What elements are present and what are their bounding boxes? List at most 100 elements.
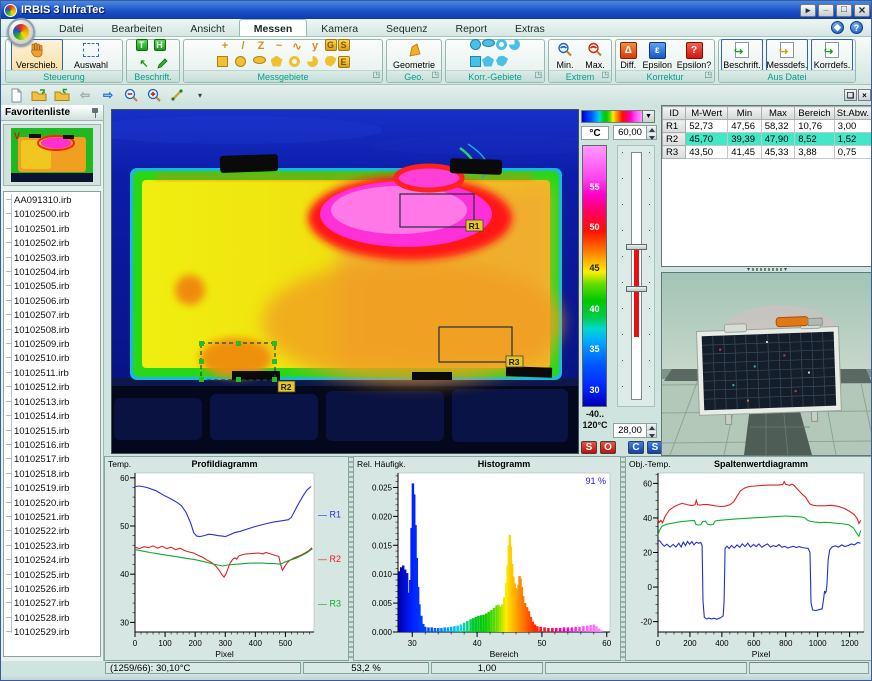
text-annotation-icon[interactable]: T [136,39,148,51]
palette-dropdown[interactable]: ▼ [581,110,655,123]
korr-pie-icon[interactable] [509,39,520,50]
file-item[interactable]: 10102515.irb [6,425,100,439]
file-item[interactable]: 10102504.irb [6,266,100,280]
file-item[interactable]: 10102522.irb [6,525,100,539]
pie-roi-icon[interactable] [307,56,318,67]
polyline-roi-icon[interactable]: Z [253,39,270,54]
global-roi-icon[interactable]: G [325,39,337,51]
doc-restore-icon[interactable]: ❑ [844,89,857,101]
file-item[interactable]: 10102502.irb [6,237,100,251]
line-roi-icon[interactable]: / [235,39,252,54]
scale-min-input[interactable] [614,424,646,437]
file-item[interactable]: 10102525.irb [6,569,100,583]
korrdefs-button[interactable]: ↪ Korrdefs. [811,39,853,71]
open-file-icon[interactable] [30,87,48,103]
file-item[interactable]: 10102528.irb [6,612,100,626]
table-row[interactable]: R152,7347,56 58,3210,763,00 [663,120,872,133]
visible-camera-view[interactable] [661,272,872,456]
polygon-roi-icon[interactable] [271,56,283,67]
dropdown-caret-icon[interactable]: ▾ [191,87,209,103]
slider-upper-handle[interactable] [626,244,647,250]
messdefs-button[interactable]: ↪ Messdefs. [766,39,808,71]
rect-roi-icon[interactable] [217,56,228,67]
geometrie-button[interactable]: Geometrie [389,39,439,71]
freeform-roi-icon[interactable] [325,56,337,67]
scale-max-spinner[interactable] [613,125,657,140]
circle-roi-icon[interactable] [235,56,246,67]
max-button[interactable]: Max. [582,39,608,71]
arrow-annotation-icon[interactable]: ↖ [136,56,153,71]
file-item[interactable]: 10102509.irb [6,338,100,352]
slider-lower-handle[interactable] [626,286,647,292]
file-item[interactable]: 10102507.irb [6,309,100,323]
file-item[interactable]: 10102506.irb [6,295,100,309]
toolbar-restore-icon[interactable] [800,4,816,17]
file-item[interactable]: 10102526.irb [6,583,100,597]
file-item[interactable]: 10102514.irb [6,410,100,424]
file-item[interactable]: 10102518.irb [6,468,100,482]
extrem-launcher-icon[interactable] [601,69,609,81]
tab-kamera[interactable]: Kamera [307,19,372,36]
minimize-icon[interactable] [818,4,834,17]
zoom-out-icon[interactable] [122,87,140,103]
col-header-bereich[interactable]: Bereich [795,107,835,120]
col-header-mwert[interactable]: M-Wert [686,107,728,120]
epsilon-button[interactable]: ε Epsilon [641,39,673,71]
col-header-min[interactable]: Min [728,107,762,120]
tab-extras[interactable]: Extras [501,19,559,36]
save-file-icon[interactable] [53,87,71,103]
korr-circle-icon[interactable] [470,39,481,50]
forward-arrow-icon[interactable]: ⇨ [99,87,117,103]
file-item[interactable]: 10102500.irb [6,208,100,222]
tab-datei[interactable]: Datei [45,19,98,36]
geo-launcher-icon[interactable] [431,69,439,81]
line-tool-icon[interactable] [168,87,186,103]
tab-sequenz[interactable]: Sequenz [372,19,441,36]
auswahl-button[interactable]: Auswahl [65,39,117,71]
scale-button-o[interactable]: O [600,441,616,454]
office-button[interactable] [7,18,35,46]
tab-messen[interactable]: Messen [239,19,308,36]
edit-roi-icon[interactable]: E [338,56,350,68]
thumbnail-preview[interactable]: V [3,124,101,186]
doc-close-icon[interactable]: × [858,89,871,101]
file-item[interactable]: 10102503.irb [6,252,100,266]
angle-line-roi-icon[interactable]: y [307,39,324,54]
file-item[interactable]: 10102524.irb [6,554,100,568]
file-item[interactable]: 10102508.irb [6,324,100,338]
korr-freeform-icon[interactable] [496,56,508,67]
korr-gebiete-launcher-icon[interactable] [534,69,542,81]
file-item[interactable]: 10102520.irb [6,497,100,511]
file-item[interactable]: 10102512.irb [6,381,100,395]
korrektur-launcher-icon[interactable] [704,69,712,81]
messgebiete-launcher-icon[interactable] [372,69,380,81]
file-item[interactable]: 10102517.irb [6,453,100,467]
file-item[interactable]: 10102513.irb [6,396,100,410]
tab-ansicht[interactable]: Ansicht [176,19,238,36]
tab-report[interactable]: Report [442,19,502,36]
point-roi-icon[interactable]: + [217,39,234,54]
table-row[interactable]: R343,5041,45 45,333,880,75 [663,146,872,159]
slider-track[interactable] [631,152,642,400]
help-icon[interactable]: ? [850,21,863,34]
col-header-max[interactable]: Max [761,107,795,120]
scale-min-down-icon[interactable] [647,431,656,438]
table-row-selected[interactable]: R245,7039,39 47,908,521,52 [663,133,872,146]
file-item[interactable]: 10102510.irb [6,352,100,366]
scale-min-spinner[interactable] [613,423,657,438]
file-item[interactable]: 10102516.irb [6,439,100,453]
korr-polygon-icon[interactable] [482,56,494,67]
scale-button-s1[interactable]: S [581,441,597,454]
file-item[interactable]: 10102529.irb [6,626,100,640]
file-item[interactable]: 10102505.irb [6,280,100,294]
korr-rect-icon[interactable] [470,56,481,67]
restore-icon[interactable] [836,4,852,17]
file-item[interactable]: AA091310.irb [6,194,100,208]
hint-annotation-icon[interactable]: H [154,39,166,51]
korr-ellipse-icon[interactable] [482,39,495,47]
scale-max-down-icon[interactable] [647,133,656,140]
zoom-in-icon[interactable] [145,87,163,103]
thermal-image-view[interactable]: R1 R2 R3 [111,109,579,454]
pencil-icon[interactable] [154,56,171,71]
freeline-roi-icon[interactable]: ∿ [289,39,306,54]
